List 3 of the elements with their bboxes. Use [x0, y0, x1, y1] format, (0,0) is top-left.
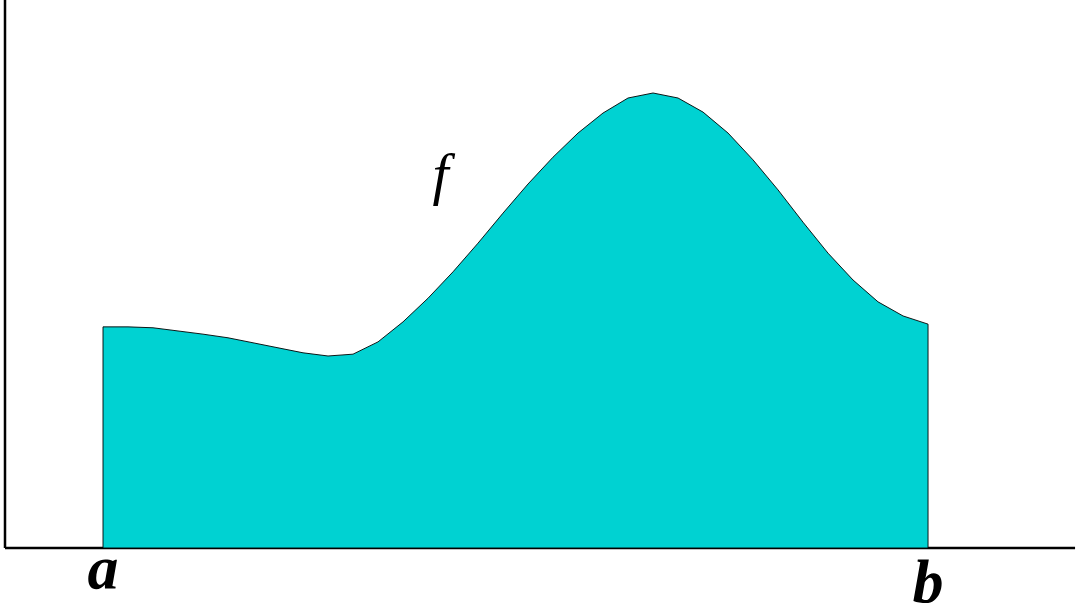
x-tick-label: b	[913, 559, 942, 604]
annotation: f	[433, 152, 456, 206]
x-tick-label: a	[88, 559, 117, 590]
